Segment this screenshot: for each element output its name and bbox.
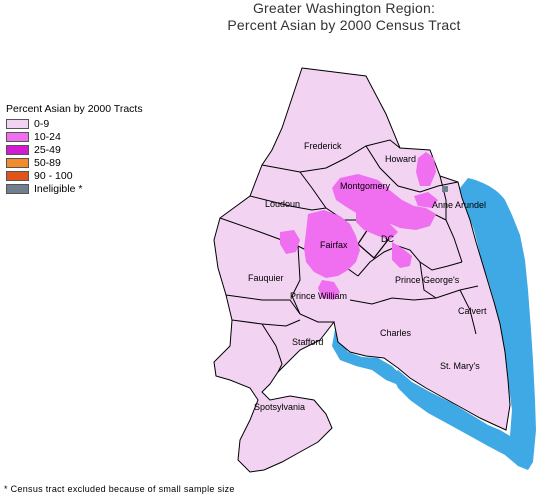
legend-label-5: Ineligible * bbox=[34, 182, 83, 195]
label-frederick: Frederick bbox=[304, 141, 342, 151]
map-title: Greater Washington Region: Percent Asian… bbox=[214, 0, 474, 34]
title-line-1: Greater Washington Region: bbox=[252, 0, 436, 16]
legend-label-0: 0-9 bbox=[34, 117, 50, 130]
label-calvert: Calvert bbox=[458, 306, 487, 316]
label-fauquier: Fauquier bbox=[248, 273, 284, 283]
legend-label-4: 90 - 100 bbox=[34, 169, 73, 182]
legend-label-1: 10-24 bbox=[34, 130, 61, 143]
label-prince-william: Prince William bbox=[290, 291, 347, 301]
legend-label-2: 25-49 bbox=[34, 143, 61, 156]
legend-item-2: 25-49 bbox=[6, 143, 206, 156]
legend-item-3: 50-89 bbox=[6, 156, 206, 169]
label-fairfax: Fairfax bbox=[320, 240, 348, 250]
label-charles: Charles bbox=[380, 328, 412, 338]
label-montgomery: Montgomery bbox=[340, 181, 391, 191]
footnote: * Census tract excluded because of small… bbox=[4, 484, 235, 494]
legend: Percent Asian by 2000 Tracts 0-9 10-24 2… bbox=[6, 103, 206, 195]
label-howard: Howard bbox=[385, 154, 416, 164]
legend-swatch-3 bbox=[6, 157, 29, 168]
label-stafford: Stafford bbox=[292, 337, 323, 347]
legend-title: Percent Asian by 2000 Tracts bbox=[6, 103, 143, 115]
legend-swatch-2 bbox=[6, 144, 29, 155]
legend-label-3: 50-89 bbox=[34, 156, 61, 169]
label-st-marys: St. Mary's bbox=[440, 361, 480, 371]
legend-item-4: 90 - 100 bbox=[6, 169, 206, 182]
label-dc: DC bbox=[381, 234, 394, 244]
chesapeake-bay-water bbox=[392, 178, 536, 470]
label-prince-georges: Prince George's bbox=[395, 275, 460, 285]
legend-item-5: Ineligible * bbox=[6, 182, 206, 195]
ineligible-tract bbox=[442, 186, 448, 192]
legend-swatch-0 bbox=[6, 118, 29, 129]
legend-swatch-5 bbox=[6, 183, 29, 194]
title-line-2: Percent Asian by 2000 Census Tract bbox=[227, 17, 461, 33]
label-loudoun: Loudoun bbox=[265, 199, 300, 209]
legend-item-0: 0-9 bbox=[6, 117, 206, 130]
legend-swatch-4 bbox=[6, 170, 29, 181]
legend-item-1: 10-24 bbox=[6, 130, 206, 143]
legend-swatch-1 bbox=[6, 131, 29, 142]
label-spotsylvania: Spotsylvania bbox=[254, 402, 305, 412]
label-anne-arundel: Anne Arundel bbox=[432, 200, 486, 210]
tracts-10-24 bbox=[280, 152, 438, 300]
region-land bbox=[213, 67, 511, 473]
